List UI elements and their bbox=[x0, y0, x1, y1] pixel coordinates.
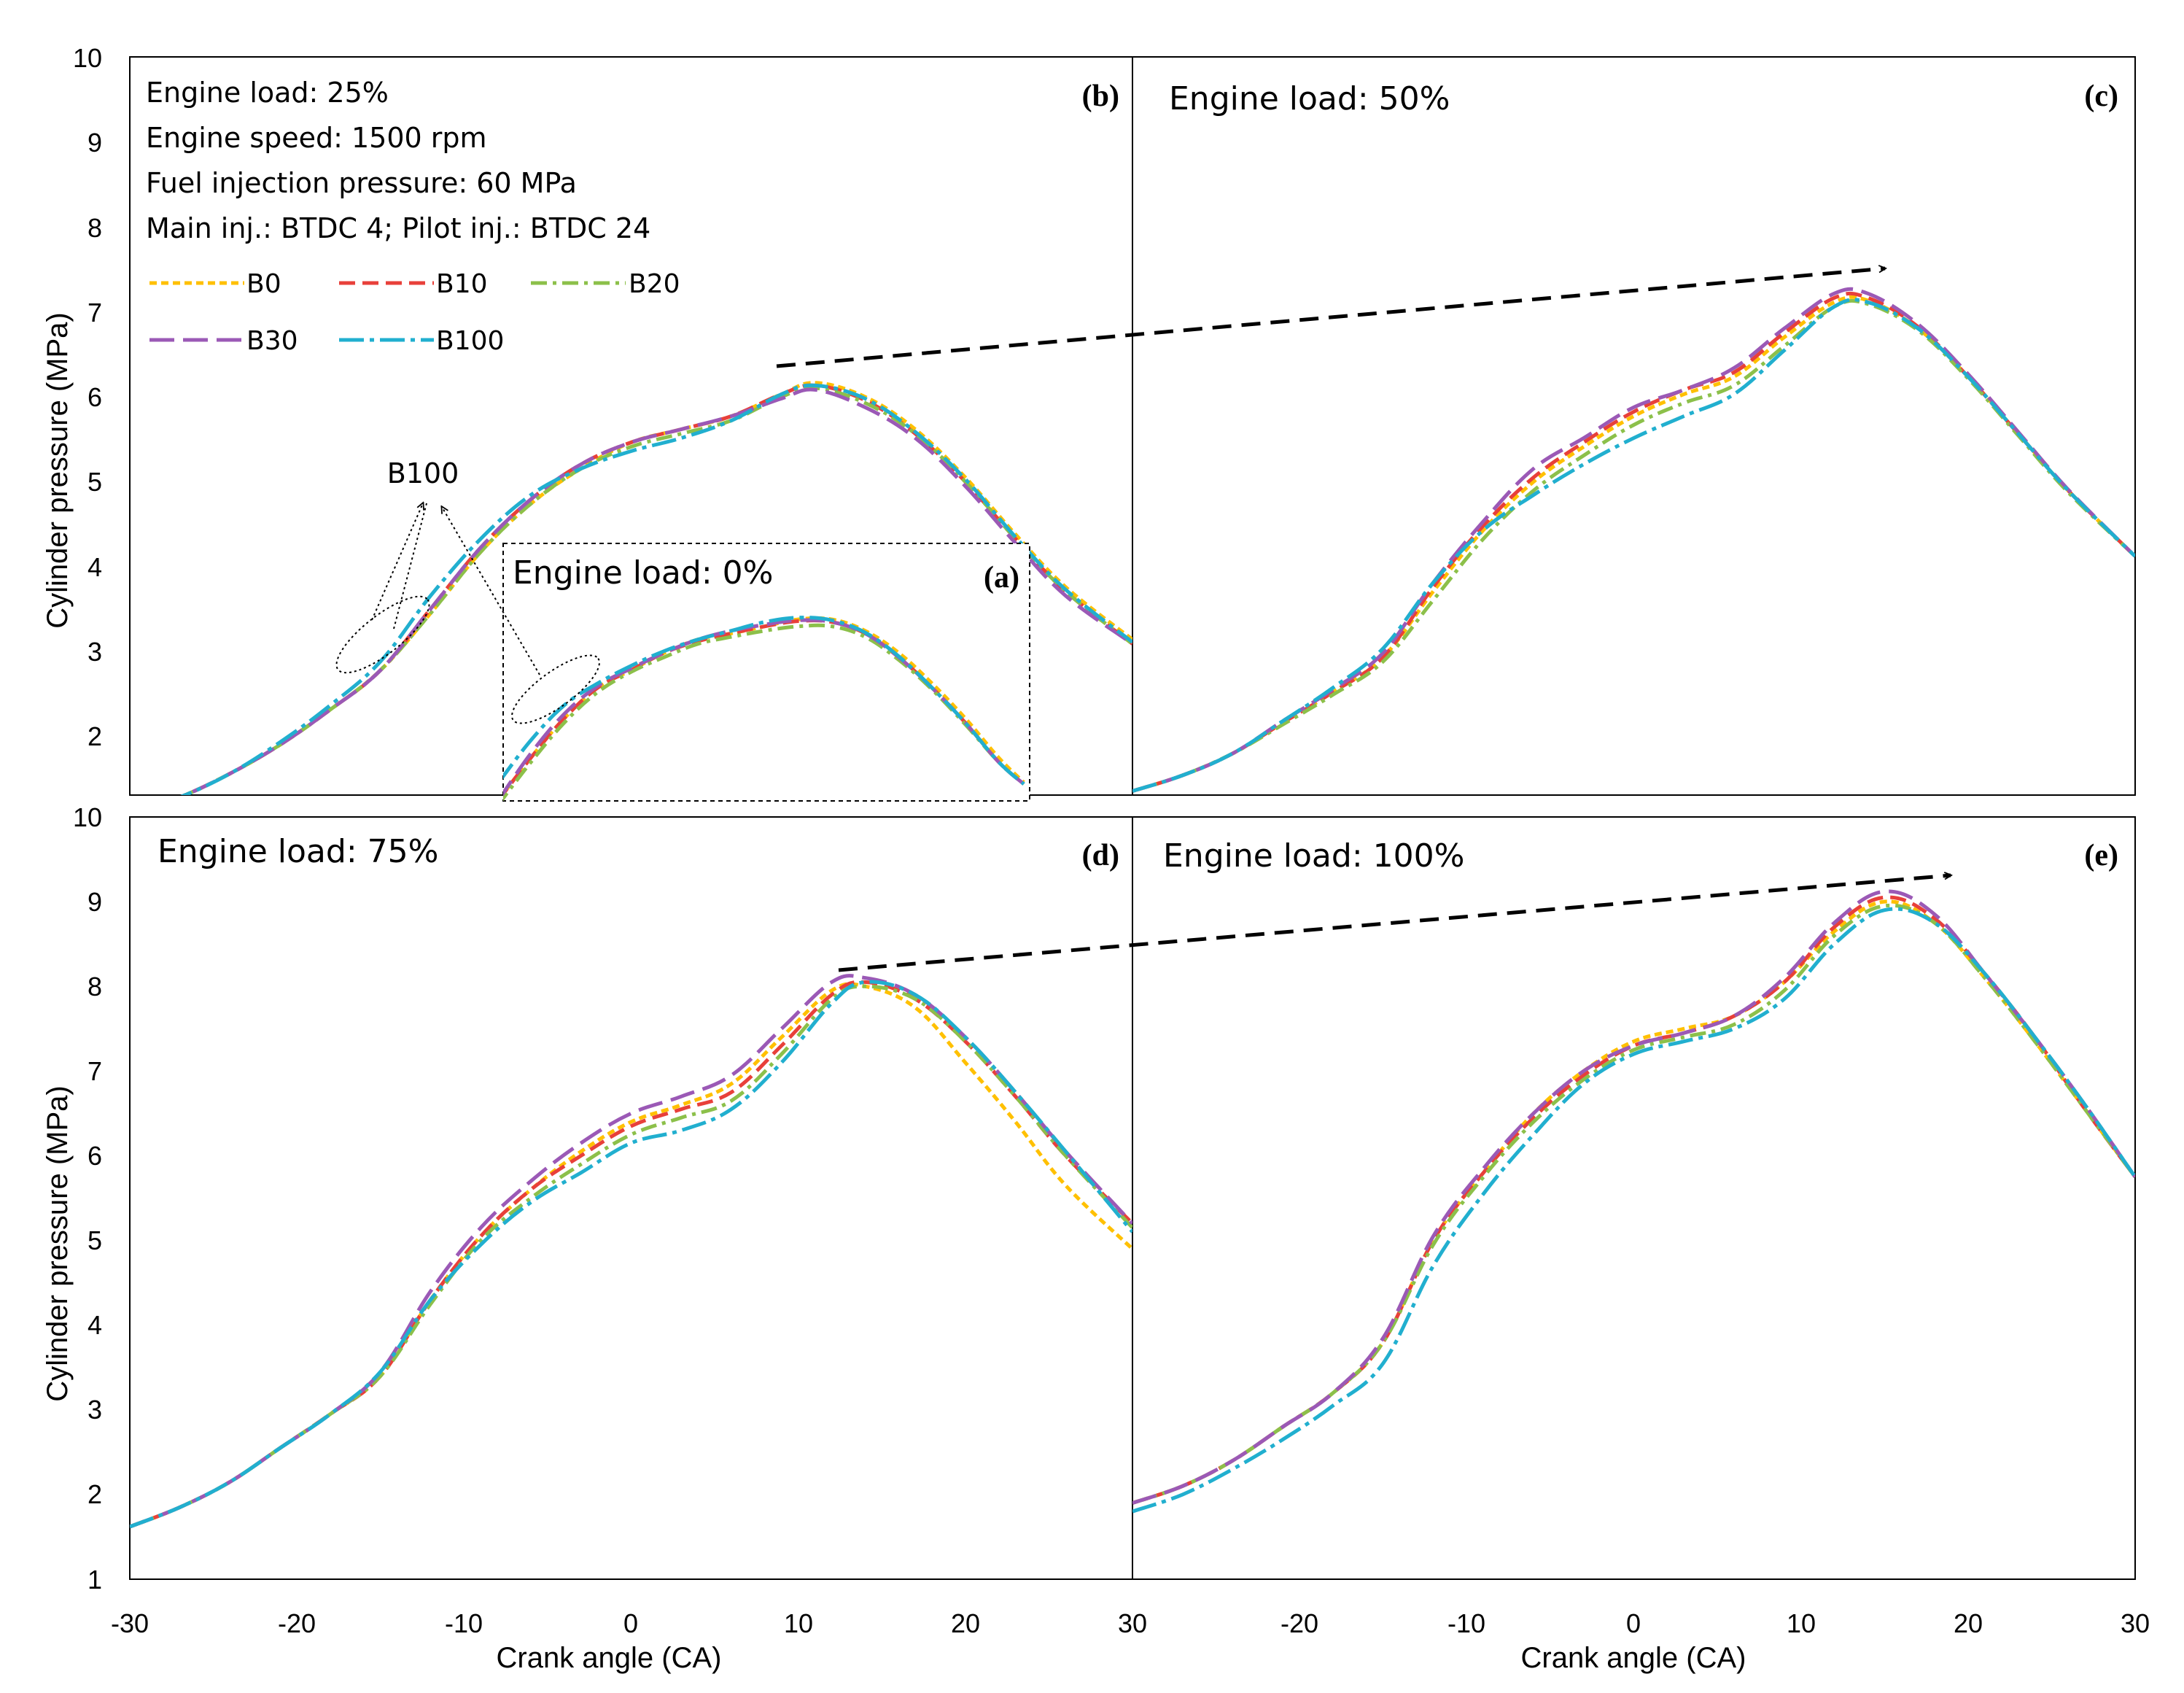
y-tick-label: 5 bbox=[88, 1225, 102, 1255]
y-tick-label: 2 bbox=[88, 721, 102, 751]
y-tick-label: 8 bbox=[88, 972, 102, 1002]
peak-shift-arrow-bottom bbox=[838, 875, 1951, 972]
y-axis-label-top: Cylinder pressure (MPa) bbox=[42, 312, 74, 628]
series-line-c-b20 bbox=[1132, 298, 2135, 793]
legend-label-b100: B100 bbox=[436, 326, 504, 356]
series-line-d-b100 bbox=[130, 980, 1132, 1529]
series-line-c-b30 bbox=[1132, 287, 2135, 793]
x-tick-label: 30 bbox=[2121, 1608, 2150, 1638]
series-line-b-b30 bbox=[180, 387, 1132, 795]
y-axis-label-bottom: Cylinder pressure (MPa) bbox=[42, 1085, 74, 1401]
x-tick-label: 20 bbox=[951, 1608, 980, 1638]
x-tick-label: -20 bbox=[278, 1608, 316, 1638]
panel-b-series bbox=[180, 381, 1132, 795]
x-tick-label: -10 bbox=[1447, 1608, 1485, 1638]
callout-pointer bbox=[442, 507, 540, 675]
panel-e-letter: (e) bbox=[2084, 839, 2118, 872]
y-ticks-top: 10 9 8 7 6 5 4 3 2 bbox=[73, 43, 102, 751]
legend-label-b0: B0 bbox=[246, 269, 281, 299]
legend: B0 B10 B20 B30 B100 bbox=[149, 269, 680, 356]
callout-label: B100 bbox=[387, 457, 459, 489]
test-conditions: Engine load: 25% Engine speed: 1500 rpm … bbox=[146, 77, 650, 244]
peak-shift-arrow-top bbox=[776, 268, 1885, 368]
y-tick-label: 5 bbox=[88, 467, 102, 497]
series-line-e-b20 bbox=[1132, 903, 2135, 1505]
series-line-d-b10 bbox=[130, 980, 1132, 1529]
x-tick-label: -30 bbox=[111, 1608, 149, 1638]
x-tick-label: 20 bbox=[1954, 1608, 1983, 1638]
series-line-e-b0 bbox=[1132, 899, 2135, 1505]
series-line-e-b100 bbox=[1132, 907, 2135, 1514]
panel-d-frame bbox=[129, 816, 1133, 1580]
panel-d-title: Engine load: 75% bbox=[158, 833, 438, 870]
y-ticks-bottom: 10 9 8 7 6 5 4 3 2 1 bbox=[73, 802, 102, 1595]
x-axis-label-left: Crank angle (CA) bbox=[496, 1642, 721, 1674]
panel-e-title: Engine load: 100% bbox=[1163, 837, 1464, 875]
panel-c-frame bbox=[1132, 56, 2136, 796]
y-tick-label: 6 bbox=[88, 1141, 102, 1171]
panel-d-letter: (d) bbox=[1082, 839, 1119, 872]
y-tick-label: 10 bbox=[73, 802, 102, 832]
legend-label-b10: B10 bbox=[436, 269, 488, 299]
x-ticks-right: -20 -10 0 10 20 30 bbox=[1281, 1608, 2150, 1638]
panel-e-frame bbox=[1132, 816, 2136, 1580]
y-tick-label: 6 bbox=[88, 382, 102, 412]
x-tick-label: 10 bbox=[1787, 1608, 1816, 1638]
panel-a-title: Engine load: 0% bbox=[513, 554, 773, 592]
callout-ellipse-a bbox=[511, 654, 600, 724]
panel-e-series bbox=[1132, 889, 2135, 1514]
legend-label-b20: B20 bbox=[629, 269, 680, 299]
x-tick-label: 0 bbox=[1626, 1608, 1641, 1638]
condition-injection-pressure: Fuel injection pressure: 60 MPa bbox=[146, 167, 577, 199]
callout-pointer bbox=[371, 503, 423, 621]
panel-b-letter: (b) bbox=[1082, 80, 1119, 113]
panel-a-letter: (a) bbox=[984, 561, 1019, 594]
x-axis-label-right: Crank angle (CA) bbox=[1520, 1642, 1746, 1674]
legend-label-b30: B30 bbox=[246, 326, 298, 356]
panel-d-series bbox=[130, 974, 1132, 1529]
y-tick-label: 3 bbox=[88, 637, 102, 667]
y-tick-label: 2 bbox=[88, 1479, 102, 1509]
series-line-d-b20 bbox=[130, 984, 1132, 1529]
x-tick-label: -10 bbox=[445, 1608, 483, 1638]
y-tick-label: 1 bbox=[88, 1565, 102, 1595]
panel-a-inset-frame bbox=[502, 543, 1030, 802]
y-tick-label: 4 bbox=[88, 1310, 102, 1340]
series-line-c-b100 bbox=[1132, 298, 2135, 793]
y-tick-label: 7 bbox=[88, 1056, 102, 1086]
series-line-c-b10 bbox=[1132, 291, 2135, 793]
x-tick-label: 0 bbox=[623, 1608, 638, 1638]
curves-layer bbox=[130, 287, 2135, 1529]
series-line-c-b0 bbox=[1132, 295, 2135, 793]
y-tick-label: 9 bbox=[88, 887, 102, 917]
callout-pointer bbox=[393, 503, 427, 629]
callout-ellipse-b bbox=[335, 595, 430, 674]
x-tick-label: -20 bbox=[1281, 1608, 1318, 1638]
x-tick-label: 30 bbox=[1118, 1608, 1147, 1638]
series-line-d-b0 bbox=[130, 982, 1132, 1529]
series-line-b-b100 bbox=[180, 383, 1132, 795]
y-tick-label: 9 bbox=[88, 128, 102, 158]
condition-engine-load: Engine load: 25% bbox=[146, 77, 389, 109]
series-line-e-b30 bbox=[1132, 889, 2135, 1505]
panel-c-series bbox=[1132, 287, 2135, 793]
panel-c-letter: (c) bbox=[2084, 80, 2118, 113]
condition-injection-timing: Main inj.: BTDC 4; Pilot inj.: BTDC 24 bbox=[146, 212, 650, 244]
x-ticks-left: -30 -20 -10 0 10 20 30 bbox=[111, 1608, 1147, 1638]
y-tick-label: 10 bbox=[73, 43, 102, 73]
x-tick-label: 10 bbox=[784, 1608, 813, 1638]
y-tick-label: 7 bbox=[88, 298, 102, 328]
panel-c-title: Engine load: 50% bbox=[1169, 80, 1450, 117]
panel-a-series bbox=[503, 616, 1025, 801]
y-tick-label: 3 bbox=[88, 1395, 102, 1425]
series-line-a-b100 bbox=[503, 616, 1025, 786]
y-tick-label: 4 bbox=[88, 552, 102, 582]
b100-callout: B100 bbox=[335, 457, 600, 724]
y-tick-label: 8 bbox=[88, 213, 102, 243]
series-line-e-b10 bbox=[1132, 895, 2135, 1505]
condition-engine-speed: Engine speed: 1500 rpm bbox=[146, 122, 487, 154]
